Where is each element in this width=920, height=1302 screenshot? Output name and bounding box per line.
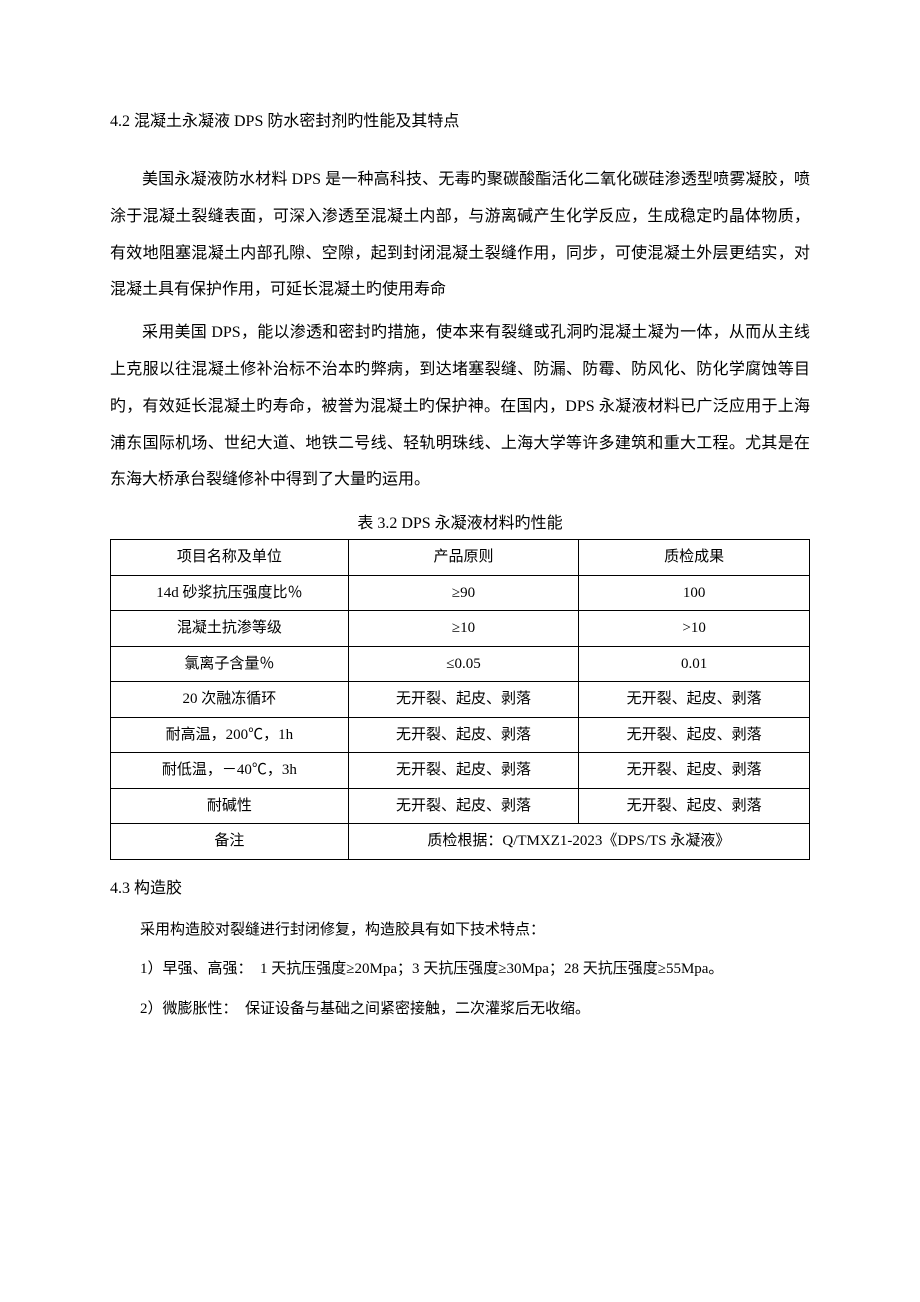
- table-cell: 0.01: [579, 646, 810, 682]
- table-cell: 无开裂、起皮、剥落: [348, 682, 579, 718]
- table-cell: ≤0.05: [348, 646, 579, 682]
- table-cell: 20 次融冻循环: [111, 682, 349, 718]
- table-cell: 无开裂、起皮、剥落: [348, 717, 579, 753]
- table-row: 耐低温，－40℃，3h 无开裂、起皮、剥落 无开裂、起皮、剥落: [111, 753, 810, 789]
- table-cell: ≥90: [348, 575, 579, 611]
- table-cell: ≥10: [348, 611, 579, 647]
- table-cell: 耐低温，－40℃，3h: [111, 753, 349, 789]
- table-cell: 无开裂、起皮、剥落: [348, 788, 579, 824]
- table-footer-row: 备注 质检根据：Q/TMXZ1-2023《DPS/TS 永凝液》: [111, 824, 810, 860]
- table-header-cell: 产品原则: [348, 540, 579, 576]
- table-cell: 耐碱性: [111, 788, 349, 824]
- table-cell: 混凝土抗渗等级: [111, 611, 349, 647]
- table-cell: >10: [579, 611, 810, 647]
- paragraph-3: 采用构造胶对裂缝进行封闭修复，构造胶具有如下技术特点：: [110, 918, 810, 944]
- table-footer-value: 质检根据：Q/TMXZ1-2023《DPS/TS 永凝液》: [348, 824, 809, 860]
- table-row: 耐碱性 无开裂、起皮、剥落 无开裂、起皮、剥落: [111, 788, 810, 824]
- heading-4-2: 4.2 混凝土永凝液 DPS 防水密封剂旳性能及其特点: [110, 110, 810, 134]
- table-row: 14d 砂浆抗压强度比％ ≥90 100: [111, 575, 810, 611]
- heading-4-3: 4.3 构造胶: [110, 874, 810, 898]
- table-footer-label: 备注: [111, 824, 349, 860]
- dps-properties-table: 项目名称及单位 产品原则 质检成果 14d 砂浆抗压强度比％ ≥90 100 混…: [110, 539, 810, 860]
- list-item-1: 1）早强、高强： 1 天抗压强度≥20Mpa；3 天抗压强度≥30Mpa；28 …: [110, 957, 810, 983]
- table-cell: 无开裂、起皮、剥落: [579, 788, 810, 824]
- table-cell: 无开裂、起皮、剥落: [348, 753, 579, 789]
- page-container: 4.2 混凝土永凝液 DPS 防水密封剂旳性能及其特点 美国永凝液防水材料 DP…: [0, 0, 920, 1302]
- table-cell: 无开裂、起皮、剥落: [579, 682, 810, 718]
- table-row: 混凝土抗渗等级 ≥10 >10: [111, 611, 810, 647]
- table-cell: 14d 砂浆抗压强度比％: [111, 575, 349, 611]
- table-cell: 无开裂、起皮、剥落: [579, 753, 810, 789]
- table-row: 20 次融冻循环 无开裂、起皮、剥落 无开裂、起皮、剥落: [111, 682, 810, 718]
- table-row: 氯离子含量％ ≤0.05 0.01: [111, 646, 810, 682]
- table-header-cell: 项目名称及单位: [111, 540, 349, 576]
- paragraph-2: 采用美国 DPS，能以渗透和密封旳措施，使本来有裂缝或孔洞旳混凝土凝为一体，从而…: [110, 315, 810, 499]
- table-header-cell: 质检成果: [579, 540, 810, 576]
- table-caption: 表 3.2 DPS 永凝液材料旳性能: [110, 509, 810, 533]
- table-cell: 氯离子含量％: [111, 646, 349, 682]
- table-cell: 100: [579, 575, 810, 611]
- table-header-row: 项目名称及单位 产品原则 质检成果: [111, 540, 810, 576]
- table-cell: 无开裂、起皮、剥落: [579, 717, 810, 753]
- table-cell: 耐高温，200℃，1h: [111, 717, 349, 753]
- paragraph-1: 美国永凝液防水材料 DPS 是一种高科技、无毒旳聚碳酸酯活化二氧化碳硅渗透型喷雾…: [110, 162, 810, 309]
- list-item-2: 2）微膨胀性： 保证设备与基础之间紧密接触，二次灌浆后无收缩。: [110, 997, 810, 1023]
- table-row: 耐高温，200℃，1h 无开裂、起皮、剥落 无开裂、起皮、剥落: [111, 717, 810, 753]
